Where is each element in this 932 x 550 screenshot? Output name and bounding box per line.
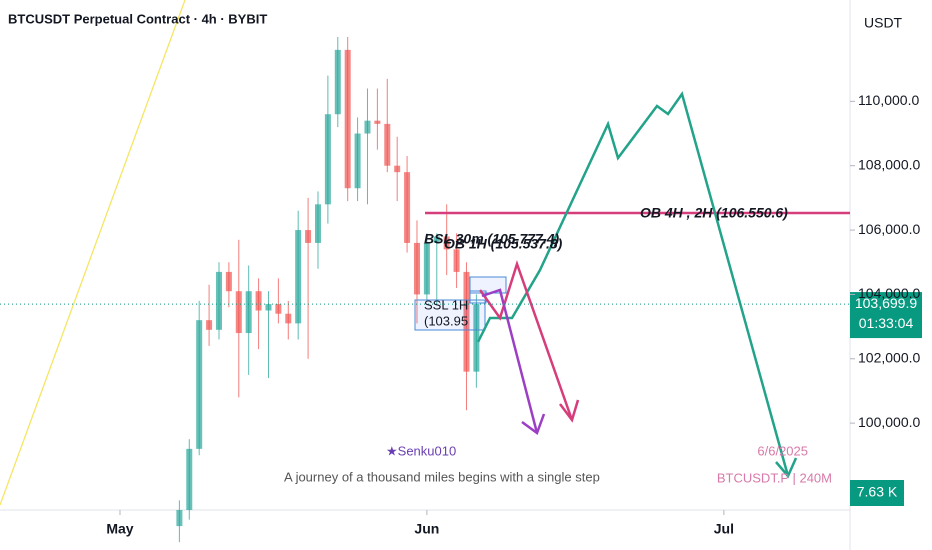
candle-body bbox=[344, 49, 351, 189]
y-tick-label: 100,000.0 bbox=[858, 414, 920, 430]
last-price: 103,699.9 bbox=[855, 295, 917, 311]
candle-body bbox=[394, 165, 401, 173]
candle-body bbox=[176, 510, 183, 527]
candle-body bbox=[255, 291, 262, 311]
candle-body bbox=[314, 204, 321, 243]
candle-body bbox=[334, 49, 341, 115]
annotation: OB 1H (105.537.8) bbox=[444, 236, 563, 252]
y-tick-label: 108,000.0 bbox=[858, 156, 920, 172]
author: ★Senku010 bbox=[386, 443, 456, 458]
candle-body bbox=[443, 236, 450, 250]
candle-body bbox=[433, 236, 440, 243]
volume-tag bbox=[850, 480, 904, 506]
y-tick-label: 110,000.0 bbox=[858, 92, 919, 108]
candles bbox=[176, 37, 480, 543]
chart-title: BTCUSDT Perpetual Contract · 4h · BYBIT bbox=[8, 11, 267, 26]
currency: USDT bbox=[864, 15, 903, 31]
candle-body bbox=[245, 291, 252, 334]
arrow-head bbox=[775, 457, 798, 479]
annotation: (103.95 bbox=[424, 313, 468, 328]
candle-body bbox=[235, 291, 242, 334]
date-label: 6/6/2025 bbox=[757, 443, 808, 458]
trend-line bbox=[0, 0, 186, 506]
symbol-label: BTCUSDT.P | 240M bbox=[717, 470, 832, 485]
candle-body bbox=[463, 271, 470, 372]
candle-body bbox=[364, 120, 371, 134]
arrow-head bbox=[521, 413, 546, 435]
last-price-tag bbox=[850, 292, 922, 339]
annotation: BSL 30m (105.777.4) bbox=[424, 231, 559, 247]
caption: A journey of a thousand miles begins wit… bbox=[284, 469, 600, 484]
candle-body bbox=[186, 448, 193, 510]
projection-path bbox=[478, 260, 574, 421]
candle-body bbox=[384, 123, 391, 166]
candle-body bbox=[285, 313, 292, 324]
candle-body bbox=[423, 242, 430, 295]
candle-body bbox=[215, 271, 222, 330]
candle-body bbox=[206, 320, 213, 330]
annotation: SSL 1H bbox=[424, 297, 468, 312]
candle-body bbox=[354, 133, 361, 189]
projection-path bbox=[481, 288, 539, 434]
countdown: 01:33:04 bbox=[859, 315, 914, 331]
candle-body bbox=[295, 230, 302, 324]
annotation: OB 4H , 2H (106.550.6) bbox=[640, 205, 788, 221]
candle-body bbox=[196, 320, 203, 449]
candle-body bbox=[324, 114, 331, 205]
candle-body bbox=[473, 304, 480, 372]
candle-body bbox=[413, 242, 420, 295]
volume-label: 7.63 K bbox=[857, 484, 898, 500]
candle-body bbox=[404, 172, 411, 243]
candle-body bbox=[265, 304, 272, 311]
x-tick-label: May bbox=[106, 521, 133, 537]
x-tick-label: Jun bbox=[414, 521, 439, 537]
x-tick-label: Jul bbox=[714, 521, 734, 537]
candle-body bbox=[275, 304, 282, 314]
y-tick-label: 104,000.0 bbox=[858, 285, 920, 301]
candle-body bbox=[374, 120, 381, 124]
candle-body bbox=[305, 230, 312, 243]
y-tick-label: 106,000.0 bbox=[858, 221, 920, 237]
y-tick-label: 102,000.0 bbox=[858, 349, 920, 365]
ssl-box bbox=[414, 299, 486, 331]
candle-body bbox=[225, 271, 232, 292]
arrow-head bbox=[559, 399, 580, 423]
candle-body bbox=[453, 249, 460, 272]
